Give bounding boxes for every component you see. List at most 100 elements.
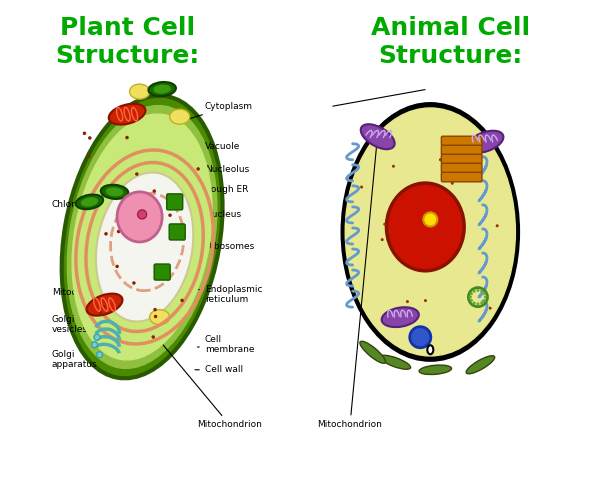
Ellipse shape: [473, 290, 476, 293]
Ellipse shape: [154, 85, 171, 94]
Ellipse shape: [151, 335, 155, 339]
Ellipse shape: [380, 355, 410, 369]
Ellipse shape: [96, 172, 193, 322]
Ellipse shape: [132, 281, 136, 285]
FancyBboxPatch shape: [442, 163, 482, 173]
Ellipse shape: [154, 314, 157, 318]
Ellipse shape: [439, 158, 442, 161]
Text: Mitochondria: Mitochondria: [52, 288, 111, 302]
Ellipse shape: [102, 305, 106, 308]
FancyBboxPatch shape: [167, 194, 183, 210]
Ellipse shape: [76, 195, 103, 209]
Ellipse shape: [67, 105, 217, 368]
Ellipse shape: [115, 265, 119, 268]
Text: Plant Cell
Structure:: Plant Cell Structure:: [55, 17, 199, 68]
Ellipse shape: [488, 306, 491, 309]
Ellipse shape: [469, 296, 472, 298]
Ellipse shape: [415, 195, 418, 198]
Ellipse shape: [480, 290, 483, 293]
Ellipse shape: [427, 345, 433, 354]
Ellipse shape: [361, 124, 395, 149]
Ellipse shape: [149, 309, 170, 325]
Ellipse shape: [386, 183, 464, 271]
Text: Golgi
apparatus: Golgi apparatus: [52, 346, 104, 369]
Ellipse shape: [451, 182, 454, 185]
Ellipse shape: [62, 96, 223, 379]
Text: Rough ER: Rough ER: [180, 185, 248, 197]
Ellipse shape: [473, 301, 476, 304]
Ellipse shape: [153, 308, 157, 311]
FancyBboxPatch shape: [442, 154, 482, 164]
Ellipse shape: [470, 292, 473, 295]
Text: Nucleolus: Nucleolus: [157, 165, 249, 188]
Ellipse shape: [117, 230, 121, 233]
FancyBboxPatch shape: [442, 145, 482, 155]
Ellipse shape: [81, 197, 98, 207]
Text: Mitochondrion: Mitochondrion: [317, 137, 382, 429]
Text: Endoplasmic
reticulum: Endoplasmic reticulum: [185, 285, 262, 304]
Ellipse shape: [130, 84, 149, 99]
Ellipse shape: [117, 192, 162, 242]
Ellipse shape: [125, 136, 129, 139]
Ellipse shape: [170, 109, 190, 124]
Ellipse shape: [94, 334, 100, 340]
Ellipse shape: [466, 356, 495, 374]
Text: Mitochondrion: Mitochondrion: [131, 307, 262, 429]
Ellipse shape: [496, 224, 499, 227]
Ellipse shape: [137, 210, 146, 219]
Ellipse shape: [97, 352, 103, 358]
Ellipse shape: [389, 230, 392, 233]
Text: Ribosomes: Ribosomes: [190, 242, 254, 251]
Ellipse shape: [72, 114, 212, 360]
Ellipse shape: [392, 165, 395, 168]
Ellipse shape: [86, 294, 122, 316]
Ellipse shape: [383, 223, 386, 226]
Text: Golgi
vesicles: Golgi vesicles: [52, 315, 94, 334]
Text: Cell
membrane: Cell membrane: [197, 335, 254, 354]
Ellipse shape: [91, 342, 98, 348]
Ellipse shape: [470, 299, 473, 302]
Ellipse shape: [483, 292, 486, 295]
Ellipse shape: [152, 190, 156, 193]
Ellipse shape: [83, 132, 86, 135]
Ellipse shape: [382, 307, 419, 327]
Ellipse shape: [483, 299, 486, 302]
Ellipse shape: [406, 300, 409, 303]
Ellipse shape: [381, 238, 384, 241]
Ellipse shape: [484, 296, 487, 298]
FancyBboxPatch shape: [169, 224, 185, 240]
Ellipse shape: [104, 232, 108, 235]
Ellipse shape: [135, 172, 139, 176]
Ellipse shape: [106, 187, 123, 197]
Ellipse shape: [196, 167, 200, 171]
Text: Chloroplast: Chloroplast: [52, 200, 103, 209]
Text: Animal Cell
Structure:: Animal Cell Structure:: [371, 17, 530, 68]
Ellipse shape: [480, 301, 483, 304]
Ellipse shape: [360, 341, 385, 363]
Ellipse shape: [87, 154, 91, 158]
Ellipse shape: [476, 289, 479, 292]
Ellipse shape: [476, 302, 479, 305]
Ellipse shape: [419, 365, 452, 374]
FancyBboxPatch shape: [442, 136, 482, 146]
Ellipse shape: [101, 185, 128, 199]
Text: Vacuole: Vacuole: [165, 142, 240, 156]
Ellipse shape: [467, 131, 503, 153]
Ellipse shape: [410, 327, 431, 348]
Text: Cytoplasm: Cytoplasm: [182, 102, 253, 121]
Ellipse shape: [424, 299, 427, 302]
Ellipse shape: [168, 214, 172, 217]
FancyBboxPatch shape: [154, 264, 170, 280]
Ellipse shape: [424, 212, 437, 226]
Ellipse shape: [343, 104, 518, 360]
Ellipse shape: [360, 185, 363, 188]
Text: Nucleus: Nucleus: [175, 210, 241, 219]
Ellipse shape: [148, 82, 176, 96]
Text: Cell wall: Cell wall: [195, 365, 243, 374]
Ellipse shape: [345, 108, 515, 356]
Ellipse shape: [99, 311, 103, 314]
Ellipse shape: [88, 136, 92, 140]
Ellipse shape: [109, 104, 145, 124]
FancyBboxPatch shape: [442, 172, 482, 182]
Ellipse shape: [181, 299, 184, 302]
